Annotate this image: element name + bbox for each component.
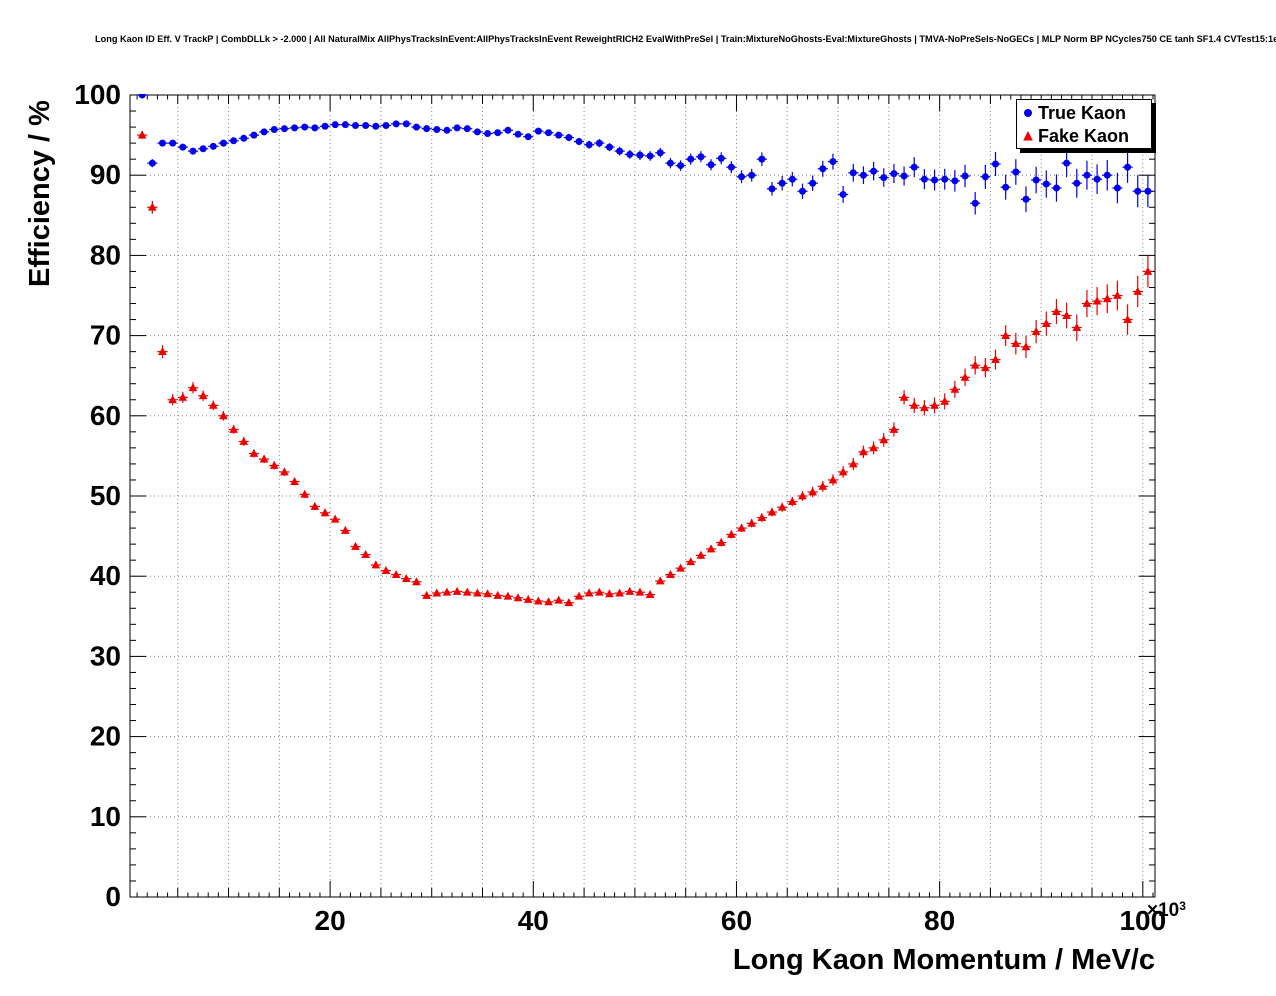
y-tick-label: 90 — [90, 159, 121, 190]
y-tick-label: 0 — [105, 881, 121, 912]
legend-item-fake-kaon: Fake Kaon — [1017, 124, 1151, 147]
x-tick-labels: 20 40 60 80 100 — [315, 905, 1167, 936]
series-fake-kaon — [137, 130, 1153, 607]
legend-item-true-kaon: True Kaon — [1017, 101, 1151, 124]
y-tick-label: 50 — [90, 480, 121, 511]
y-tick-label: 10 — [90, 801, 121, 832]
x-tick-label: 20 — [315, 905, 346, 936]
gridlines — [130, 95, 1155, 897]
x-tick-label: 80 — [924, 905, 955, 936]
y-tick-label: 60 — [90, 400, 121, 431]
y-tick-label: 100 — [74, 79, 121, 110]
legend-label-true-kaon: True Kaon — [1038, 102, 1127, 123]
plot-frame — [129, 94, 1156, 898]
legend-label-fake-kaon: Fake Kaon — [1038, 125, 1130, 146]
true-kaon-marker-icon — [1024, 108, 1032, 117]
x-axis-exponent-base: ×10 — [1147, 900, 1180, 921]
x-axis-title: Long Kaon Momentum / MeV/c — [732, 944, 1155, 976]
x-axis-exponent-power: 3 — [1179, 899, 1186, 913]
y-tick-label: 80 — [90, 239, 121, 270]
y-tick-label: 70 — [90, 320, 121, 351]
x-tick-label: 40 — [518, 905, 549, 936]
y-tick-label: 20 — [90, 721, 121, 752]
series-true-kaon — [137, 94, 1153, 215]
y-tick-label: 40 — [90, 560, 121, 591]
plot-title: Long Kaon ID Eff. V TrackP | CombDLLk > … — [95, 34, 1276, 44]
x-tick-label: 60 — [721, 905, 752, 936]
y-tick-label: 30 — [90, 640, 121, 671]
y-tick-labels: 0 10 20 30 40 50 60 70 80 90 100 — [74, 79, 121, 912]
x-axis-exponent: ×103 — [1147, 899, 1186, 922]
x-tick-label: 100 — [1119, 905, 1166, 936]
legend: True Kaon Fake Kaon — [1016, 99, 1152, 149]
fake-kaon-marker-icon — [1023, 130, 1033, 140]
